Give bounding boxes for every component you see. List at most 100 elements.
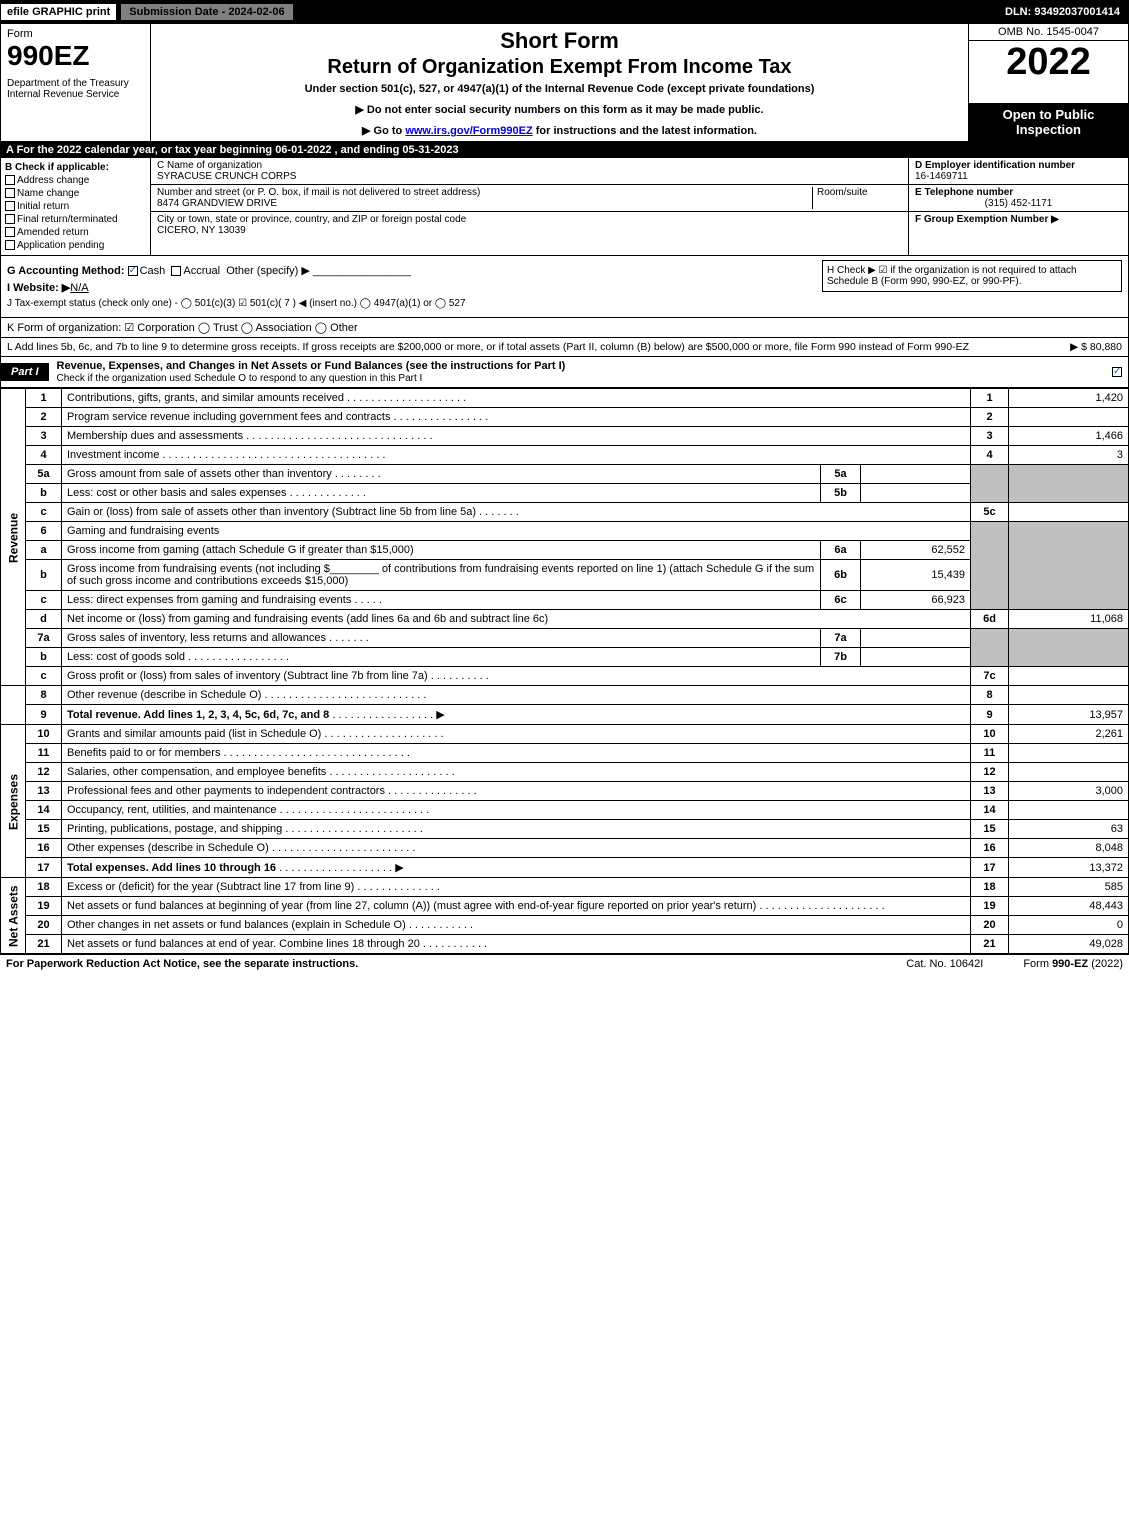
line-6: 6Gaming and fundraising events	[1, 522, 1129, 541]
line-j: J Tax-exempt status (check only one) - ◯…	[7, 298, 1122, 309]
line-10: Expenses10Grants and similar amounts pai…	[1, 725, 1129, 744]
row-k: K Form of organization: ☑ Corporation ◯ …	[0, 318, 1129, 338]
room-lbl: Room/suite	[817, 187, 868, 198]
line-6b: bGross income from fundraising events (n…	[1, 560, 1129, 591]
l-text: L Add lines 5b, 6c, and 7b to line 9 to …	[7, 341, 969, 353]
form-number: 990EZ	[7, 40, 144, 72]
side-expenses: Expenses	[1, 725, 26, 878]
line-5c: cGain or (loss) from sale of assets othe…	[1, 503, 1129, 522]
line-8: 8Other revenue (describe in Schedule O) …	[1, 686, 1129, 705]
header-right: OMB No. 1545-0047 2022 Open to Public In…	[968, 24, 1128, 141]
col-b-checkboxes: B Check if applicable: Address change Na…	[1, 158, 151, 255]
cb-initial-return[interactable]: Initial return	[5, 201, 146, 212]
cb-accrual[interactable]	[171, 266, 181, 276]
cb-address-change[interactable]: Address change	[5, 175, 146, 186]
phone-val: (315) 452-1171	[915, 198, 1122, 209]
dept-label: Department of the Treasury Internal Reve…	[7, 78, 144, 100]
meta-g-h-i-j: H Check ▶ ☑ if the organization is not r…	[0, 256, 1129, 318]
omb-number: OMB No. 1545-0047	[969, 24, 1128, 41]
h-box: H Check ▶ ☑ if the organization is not r…	[822, 260, 1122, 292]
city-lbl: City or town, state or province, country…	[157, 214, 466, 225]
submission-date: Submission Date - 2024-02-06	[120, 3, 293, 21]
part1-header: Part I Revenue, Expenses, and Changes in…	[0, 357, 1129, 388]
cb-name-change[interactable]: Name change	[5, 188, 146, 199]
line-21: 21Net assets or fund balances at end of …	[1, 935, 1129, 954]
line-11: 11Benefits paid to or for members . . . …	[1, 744, 1129, 763]
dln-label: DLN: 93492037001414	[997, 4, 1128, 20]
phone-cell: E Telephone number (315) 452-1171	[909, 185, 1128, 212]
line-18: Net Assets18Excess or (deficit) for the …	[1, 878, 1129, 897]
form-header: Form 990EZ Department of the Treasury In…	[0, 24, 1129, 142]
street-lbl: Number and street (or P. O. box, if mail…	[157, 187, 480, 198]
side-netassets: Net Assets	[1, 878, 26, 954]
line-14: 14Occupancy, rent, utilities, and mainte…	[1, 801, 1129, 820]
col-c-address: C Name of organization SYRACUSE CRUNCH C…	[151, 158, 908, 255]
title-return: Return of Organization Exempt From Incom…	[159, 56, 960, 79]
line-6c: cLess: direct expenses from gaming and f…	[1, 591, 1129, 610]
line-1: Revenue 1Contributions, gifts, grants, a…	[1, 389, 1129, 408]
title-short-form: Short Form	[159, 28, 960, 54]
section-b: B Check if applicable: Address change Na…	[0, 158, 1129, 256]
cb-application-pending[interactable]: Application pending	[5, 240, 146, 251]
header-mid: Short Form Return of Organization Exempt…	[151, 24, 968, 141]
lines-table: Revenue 1Contributions, gifts, grants, a…	[0, 388, 1129, 954]
c-name-lbl: C Name of organization	[157, 160, 262, 171]
part1-title: Revenue, Expenses, and Changes in Net As…	[49, 357, 1108, 387]
line-20: 20Other changes in net assets or fund ba…	[1, 916, 1129, 935]
line-7a: 7aGross sales of inventory, less returns…	[1, 629, 1129, 648]
line-5a: 5aGross amount from sale of assets other…	[1, 465, 1129, 484]
note-link: ▶ Go to www.irs.gov/Form990EZ for instru…	[159, 124, 960, 137]
col-d-e-f: D Employer identification number 16-1469…	[908, 158, 1128, 255]
inspection-label: Open to Public Inspection	[969, 103, 1128, 141]
efile-label: efile GRAPHIC print	[1, 4, 116, 20]
part1-check[interactable]	[1108, 366, 1128, 378]
line-3: 3Membership dues and assessments . . . .…	[1, 427, 1129, 446]
cb-amended-return[interactable]: Amended return	[5, 227, 146, 238]
org-name: SYRACUSE CRUNCH CORPS	[157, 171, 296, 182]
ein-lbl: D Employer identification number	[915, 160, 1075, 171]
line-7c: cGross profit or (loss) from sales of in…	[1, 667, 1129, 686]
footer-left: For Paperwork Reduction Act Notice, see …	[6, 958, 358, 970]
ein-val: 16-1469711	[915, 171, 968, 182]
street-val: 8474 GRANDVIEW DRIVE	[157, 198, 277, 209]
note-link-pre: ▶ Go to	[362, 125, 405, 137]
website-val: N/A	[70, 282, 88, 294]
footer-cat: Cat. No. 10642I	[906, 958, 983, 970]
note-ssn: ▶ Do not enter social security numbers o…	[159, 103, 960, 116]
tax-year: 2022	[969, 41, 1128, 103]
city-cell: City or town, state or province, country…	[151, 212, 908, 238]
line-16: 16Other expenses (describe in Schedule O…	[1, 839, 1129, 858]
line-6a: aGross income from gaming (attach Schedu…	[1, 541, 1129, 560]
ein-cell: D Employer identification number 16-1469…	[909, 158, 1128, 185]
line-2: 2Program service revenue including gover…	[1, 408, 1129, 427]
irs-link[interactable]: www.irs.gov/Form990EZ	[405, 125, 532, 137]
subtitle: Under section 501(c), 527, or 4947(a)(1)…	[159, 83, 960, 95]
line-19: 19Net assets or fund balances at beginni…	[1, 897, 1129, 916]
line-5b: bLess: cost or other basis and sales exp…	[1, 484, 1129, 503]
note-link-post: for instructions and the latest informat…	[533, 125, 757, 137]
row-l: L Add lines 5b, 6c, and 7b to line 9 to …	[0, 338, 1129, 357]
cb-cash[interactable]	[128, 266, 138, 276]
part1-tag: Part I	[1, 363, 49, 381]
header-left: Form 990EZ Department of the Treasury In…	[1, 24, 151, 141]
org-name-cell: C Name of organization SYRACUSE CRUNCH C…	[151, 158, 908, 185]
line-13: 13Professional fees and other payments t…	[1, 782, 1129, 801]
top-bar: efile GRAPHIC print Submission Date - 20…	[0, 0, 1129, 24]
line-9: 9Total revenue. Add lines 1, 2, 3, 4, 5c…	[1, 705, 1129, 725]
street-cell: Number and street (or P. O. box, if mail…	[151, 185, 908, 212]
footer: For Paperwork Reduction Act Notice, see …	[0, 954, 1129, 973]
form-word: Form	[7, 28, 144, 40]
line-6d: dNet income or (loss) from gaming and fu…	[1, 610, 1129, 629]
side-revenue: Revenue	[1, 389, 26, 686]
line-4: 4Investment income . . . . . . . . . . .…	[1, 446, 1129, 465]
b-header: B Check if applicable:	[5, 162, 146, 173]
line-7b: bLess: cost of goods sold . . . . . . . …	[1, 648, 1129, 667]
row-a: A For the 2022 calendar year, or tax yea…	[0, 142, 1129, 158]
city-val: CICERO, NY 13039	[157, 225, 246, 236]
line-12: 12Salaries, other compensation, and empl…	[1, 763, 1129, 782]
line-17: 17Total expenses. Add lines 10 through 1…	[1, 858, 1129, 878]
phone-lbl: E Telephone number	[915, 187, 1013, 198]
cb-final-return[interactable]: Final return/terminated	[5, 214, 146, 225]
l-amt: ▶ $ 80,880	[1070, 341, 1122, 353]
line-15: 15Printing, publications, postage, and s…	[1, 820, 1129, 839]
